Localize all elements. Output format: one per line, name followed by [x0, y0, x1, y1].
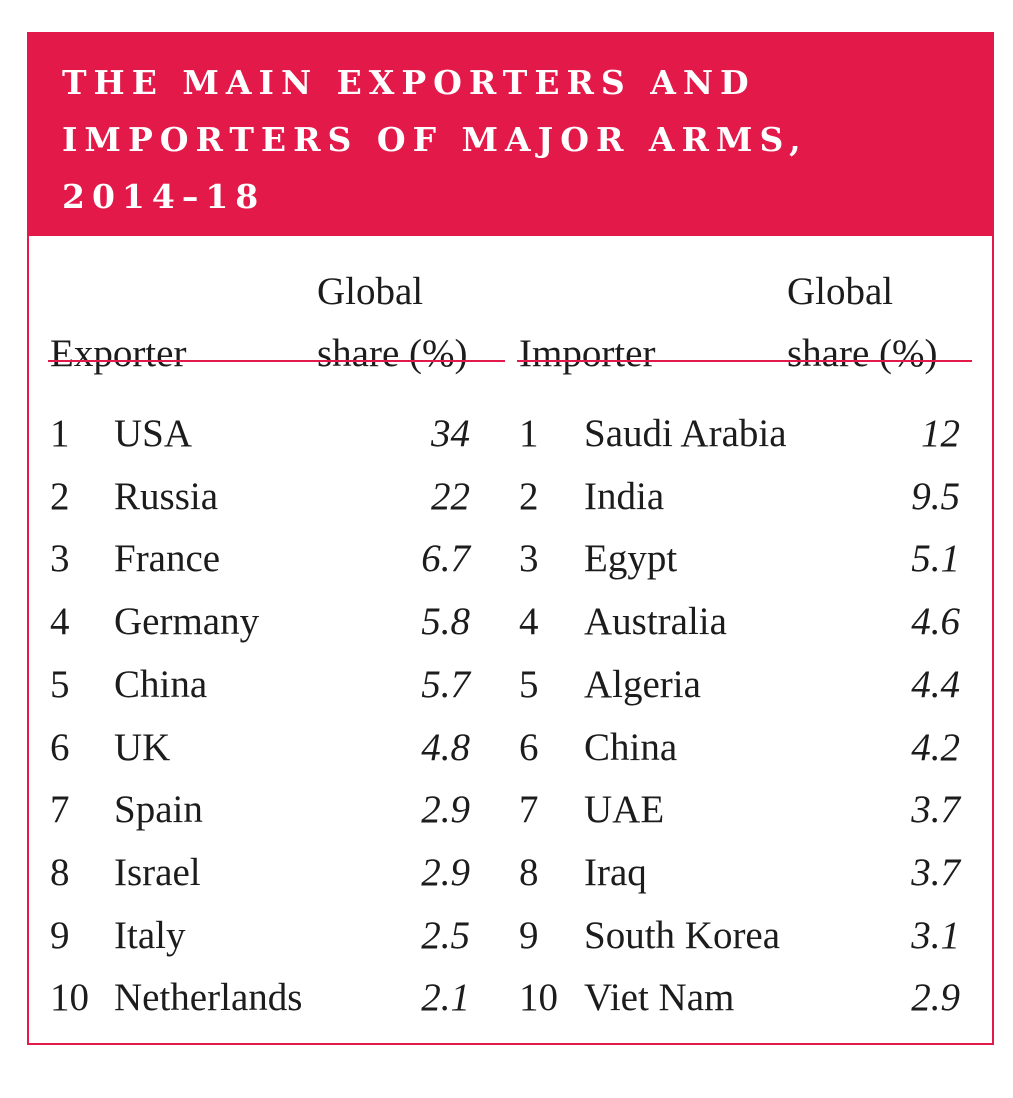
- exporter-country: Germany: [114, 600, 260, 644]
- exporter-row: 9 Italy 2.5: [50, 905, 490, 967]
- exporter-share: 6.7: [421, 537, 470, 581]
- importer-share: 9.5: [911, 474, 960, 518]
- exporter-row: 4 Germany 5.8: [50, 591, 490, 653]
- exporter-share-header-line1: Global: [317, 270, 424, 313]
- exporter-share: 2.1: [421, 976, 470, 1020]
- importer-row: 2 India 9.5: [519, 466, 969, 528]
- exporter-rank: 10: [50, 976, 89, 1020]
- importer-rank: 8: [519, 850, 539, 894]
- exporter-country: Russia: [114, 474, 219, 518]
- importer-row: 5 Algeria 4.4: [519, 654, 969, 716]
- importer-country: China: [584, 725, 678, 769]
- importer-country: UAE: [584, 788, 665, 832]
- exporter-rank: 2: [50, 474, 70, 518]
- exporter-share: 2.9: [421, 850, 470, 894]
- exporter-country: Spain: [114, 788, 203, 832]
- exporter-row: 10 Netherlands 2.1: [50, 967, 490, 1029]
- title-banner: THE MAIN EXPORTERS AND IMPORTERS OF MAJO…: [29, 34, 992, 236]
- exporter-row: 8 Israel 2.9: [50, 842, 490, 904]
- exporter-row: 7 Spain 2.9: [50, 779, 490, 841]
- exporter-share: 2.9: [421, 788, 470, 832]
- exporter-row: 6 UK 4.8: [50, 717, 490, 779]
- importer-share: 2.9: [911, 976, 960, 1020]
- importer-share: 5.1: [911, 537, 960, 581]
- importer-row: 1 Saudi Arabia 12: [519, 403, 969, 465]
- importer-country: Algeria: [584, 662, 701, 706]
- exporter-row: 5 China 5.7: [50, 654, 490, 716]
- importer-share-header-line2: share (%): [787, 332, 938, 375]
- exporter-rank: 9: [50, 913, 70, 957]
- exporter-share: 5.7: [421, 662, 470, 706]
- importer-country: Iraq: [584, 850, 647, 894]
- importer-row: 3 Egypt 5.1: [519, 528, 969, 590]
- importer-rank: 9: [519, 913, 539, 957]
- importer-country: Viet Nam: [584, 976, 735, 1020]
- importer-rank: 4: [519, 600, 539, 644]
- importer-header: Importer: [519, 332, 656, 375]
- exporter-rank: 6: [50, 725, 70, 769]
- importer-row: 6 China 4.2: [519, 717, 969, 779]
- importer-country: Australia: [584, 600, 727, 644]
- table-title: THE MAIN EXPORTERS AND IMPORTERS OF MAJO…: [62, 63, 808, 216]
- exporter-rank: 1: [50, 412, 70, 455]
- exporter-country: Italy: [114, 913, 186, 957]
- importer-rank: 6: [519, 725, 539, 769]
- exporter-country: Israel: [114, 850, 201, 894]
- importer-rank: 3: [519, 537, 539, 581]
- importer-header-rule: [517, 360, 972, 362]
- importer-country: India: [584, 474, 665, 518]
- importer-rank: 5: [519, 662, 539, 706]
- exporter-country: China: [114, 662, 208, 706]
- importer-row: 7 UAE 3.7: [519, 779, 969, 841]
- exporter-rank: 8: [50, 850, 70, 894]
- importer-row: 9 South Korea 3.1: [519, 905, 969, 967]
- exporter-share: 34: [431, 412, 470, 455]
- importer-country: Saudi Arabia: [584, 412, 787, 455]
- importer-share: 4.2: [911, 725, 960, 769]
- importer-country: South Korea: [584, 913, 781, 957]
- exporter-share: 22: [431, 474, 470, 518]
- exporter-header-rule: [48, 360, 505, 362]
- exporter-country: UK: [114, 725, 171, 769]
- importer-share: 3.1: [911, 913, 960, 957]
- exporter-header: Exporter: [50, 332, 187, 375]
- exporter-country: France: [114, 537, 221, 581]
- exporter-share: 4.8: [421, 725, 470, 769]
- exporter-rank: 7: [50, 788, 70, 832]
- exporter-country: Netherlands: [114, 976, 303, 1020]
- importer-rank: 1: [519, 412, 539, 455]
- exporter-share: 5.8: [421, 600, 470, 644]
- importer-rank: 2: [519, 474, 539, 518]
- exporter-rank: 3: [50, 537, 70, 581]
- exporter-rank: 5: [50, 662, 70, 706]
- importer-share-header-line1: Global: [787, 270, 894, 313]
- importer-rank: 10: [519, 976, 558, 1020]
- importer-row: 8 Iraq 3.7: [519, 842, 969, 904]
- exporter-row: 2 Russia 22: [50, 466, 490, 528]
- importer-share: 12: [921, 412, 960, 455]
- importer-row: 4 Australia 4.6: [519, 591, 969, 653]
- importer-share: 4.6: [911, 600, 960, 644]
- exporter-row: 1 USA 34: [50, 403, 490, 465]
- exporter-share: 2.5: [421, 913, 470, 957]
- importer-share: 3.7: [911, 788, 960, 832]
- table-frame: THE MAIN EXPORTERS AND IMPORTERS OF MAJO…: [27, 32, 994, 1045]
- importer-share: 4.4: [911, 662, 960, 706]
- importer-share: 3.7: [911, 850, 960, 894]
- importer-rank: 7: [519, 788, 539, 832]
- exporter-row: 3 France 6.7: [50, 528, 490, 590]
- importer-row: 10 Viet Nam 2.9: [519, 967, 969, 1029]
- exporter-rank: 4: [50, 600, 70, 644]
- importer-country: Egypt: [584, 537, 678, 581]
- exporter-share-header-line2: share (%): [317, 332, 468, 375]
- exporter-country: USA: [114, 412, 193, 455]
